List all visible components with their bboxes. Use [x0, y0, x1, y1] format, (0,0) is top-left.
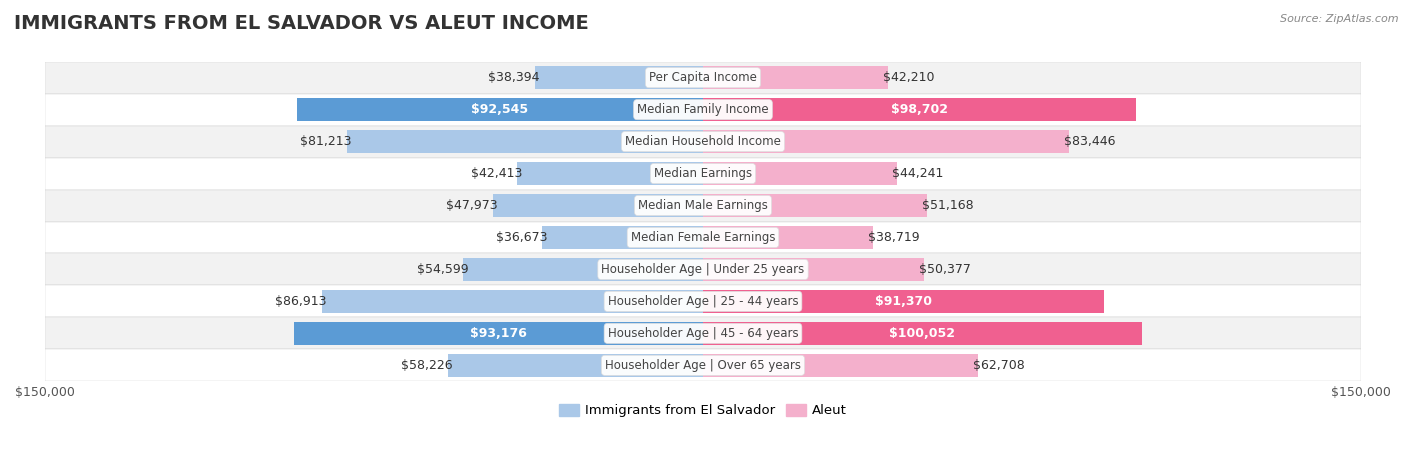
- Bar: [297, 98, 703, 121]
- Bar: [543, 226, 703, 249]
- Text: $86,913: $86,913: [276, 295, 328, 308]
- Bar: [347, 130, 703, 153]
- Bar: [294, 322, 703, 345]
- Bar: [45, 221, 1361, 254]
- Bar: [45, 94, 1361, 126]
- Text: $91,370: $91,370: [875, 295, 932, 308]
- Bar: [703, 130, 1069, 153]
- Text: $51,168: $51,168: [922, 199, 974, 212]
- Text: IMMIGRANTS FROM EL SALVADOR VS ALEUT INCOME: IMMIGRANTS FROM EL SALVADOR VS ALEUT INC…: [14, 14, 589, 33]
- Text: $62,708: $62,708: [973, 359, 1025, 372]
- Text: $81,213: $81,213: [301, 135, 352, 148]
- Bar: [45, 318, 1361, 349]
- Bar: [703, 354, 979, 377]
- Text: Householder Age | Over 65 years: Householder Age | Over 65 years: [605, 359, 801, 372]
- Bar: [703, 258, 924, 281]
- Bar: [703, 162, 897, 185]
- Text: $54,599: $54,599: [418, 263, 468, 276]
- Bar: [703, 290, 1104, 313]
- Text: $38,394: $38,394: [488, 71, 540, 84]
- Text: $58,226: $58,226: [401, 359, 453, 372]
- Bar: [703, 66, 889, 89]
- Text: Median Female Earnings: Median Female Earnings: [631, 231, 775, 244]
- Bar: [45, 62, 1361, 94]
- Text: $38,719: $38,719: [868, 231, 920, 244]
- Text: Source: ZipAtlas.com: Source: ZipAtlas.com: [1281, 14, 1399, 24]
- Text: $36,673: $36,673: [496, 231, 547, 244]
- Text: Householder Age | Under 25 years: Householder Age | Under 25 years: [602, 263, 804, 276]
- Text: $42,210: $42,210: [883, 71, 935, 84]
- Text: $42,413: $42,413: [471, 167, 522, 180]
- Text: Per Capita Income: Per Capita Income: [650, 71, 756, 84]
- Text: Median Earnings: Median Earnings: [654, 167, 752, 180]
- Text: Householder Age | 45 - 64 years: Householder Age | 45 - 64 years: [607, 327, 799, 340]
- Bar: [517, 162, 703, 185]
- Text: $83,446: $83,446: [1064, 135, 1115, 148]
- Bar: [464, 258, 703, 281]
- Bar: [492, 194, 703, 217]
- Bar: [45, 126, 1361, 157]
- Text: $50,377: $50,377: [918, 263, 970, 276]
- Bar: [534, 66, 703, 89]
- Text: Householder Age | 25 - 44 years: Householder Age | 25 - 44 years: [607, 295, 799, 308]
- Bar: [45, 285, 1361, 318]
- Bar: [45, 254, 1361, 285]
- Legend: Immigrants from El Salvador, Aleut: Immigrants from El Salvador, Aleut: [554, 399, 852, 423]
- Bar: [703, 194, 928, 217]
- Bar: [447, 354, 703, 377]
- Text: $47,973: $47,973: [446, 199, 498, 212]
- Bar: [45, 349, 1361, 382]
- Text: Median Household Income: Median Household Income: [626, 135, 780, 148]
- Bar: [45, 190, 1361, 221]
- Bar: [322, 290, 703, 313]
- Text: $92,545: $92,545: [471, 103, 529, 116]
- Text: $100,052: $100,052: [890, 327, 956, 340]
- Bar: [45, 157, 1361, 190]
- Text: $93,176: $93,176: [470, 327, 527, 340]
- Text: Median Family Income: Median Family Income: [637, 103, 769, 116]
- Text: $44,241: $44,241: [891, 167, 943, 180]
- Bar: [703, 98, 1136, 121]
- Text: Median Male Earnings: Median Male Earnings: [638, 199, 768, 212]
- Bar: [703, 322, 1142, 345]
- Text: $98,702: $98,702: [891, 103, 948, 116]
- Bar: [703, 226, 873, 249]
